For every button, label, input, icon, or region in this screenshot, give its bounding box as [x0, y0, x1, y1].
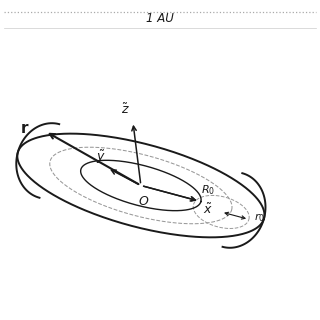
- Text: 1 AU: 1 AU: [146, 12, 174, 25]
- Text: $\tilde{z}$: $\tilde{z}$: [121, 103, 129, 117]
- Text: $\tilde{y}$: $\tilde{y}$: [96, 149, 106, 166]
- Text: $\tilde{x}$: $\tilde{x}$: [203, 203, 212, 217]
- Text: $O$: $O$: [138, 195, 150, 208]
- Text: $R_0$: $R_0$: [201, 184, 215, 197]
- Text: $r_0$: $r_0$: [254, 212, 265, 224]
- Text: $\mathbf{r}$: $\mathbf{r}$: [20, 121, 29, 136]
